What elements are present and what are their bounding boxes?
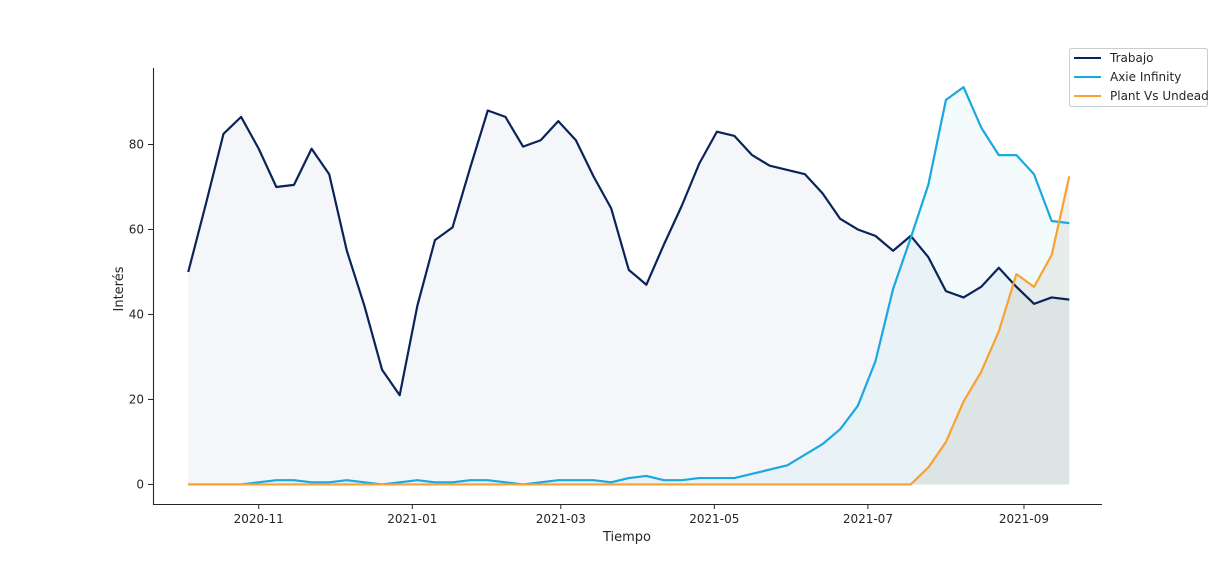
y-tick-label: 0 bbox=[136, 477, 144, 491]
area-fills bbox=[188, 87, 1070, 485]
x-tick-label: 2021-05 bbox=[689, 512, 739, 526]
legend-label: Trabajo bbox=[1109, 51, 1154, 65]
y-tick-label: 80 bbox=[129, 137, 144, 151]
y-tick-label: 40 bbox=[129, 307, 144, 321]
legend-items: Trabajo Axie Infinity Plant Vs Undead bbox=[1074, 51, 1209, 103]
y-ticks: 0 20 40 60 80 bbox=[129, 137, 153, 491]
y-tick-label: 60 bbox=[129, 222, 144, 236]
series-line-1 bbox=[188, 86, 1070, 486]
series-area-0 bbox=[188, 110, 1070, 485]
series-lines bbox=[187, 86, 1071, 486]
legend-box bbox=[1069, 48, 1208, 107]
y-tick-label: 20 bbox=[129, 392, 144, 406]
chart-axes bbox=[152, 68, 1102, 506]
legend: Trabajo Axie Infinity Plant Vs Undead bbox=[1069, 48, 1209, 107]
x-tick-label: 2020-11 bbox=[234, 512, 284, 526]
x-axis-label: Tiempo bbox=[602, 530, 651, 545]
x-tick-label: 2021-07 bbox=[843, 512, 893, 526]
x-ticks: 2020-11 2021-01 2021-03 2021-05 2021-07 2021-… bbox=[234, 504, 1049, 526]
legend-label: Axie Infinity bbox=[1110, 70, 1181, 84]
series-area-1 bbox=[188, 87, 1070, 485]
x-tick-label: 2021-03 bbox=[536, 512, 586, 526]
series-area-2 bbox=[188, 176, 1070, 485]
y-axis-label: Interés bbox=[112, 266, 127, 311]
x-tick-label: 2021-01 bbox=[387, 512, 437, 526]
series-line-2 bbox=[188, 176, 1071, 486]
series-line-0 bbox=[187, 109, 1070, 397]
legend-label: Plant Vs Undead bbox=[1110, 89, 1209, 103]
x-tick-label: 2021-09 bbox=[999, 512, 1049, 526]
